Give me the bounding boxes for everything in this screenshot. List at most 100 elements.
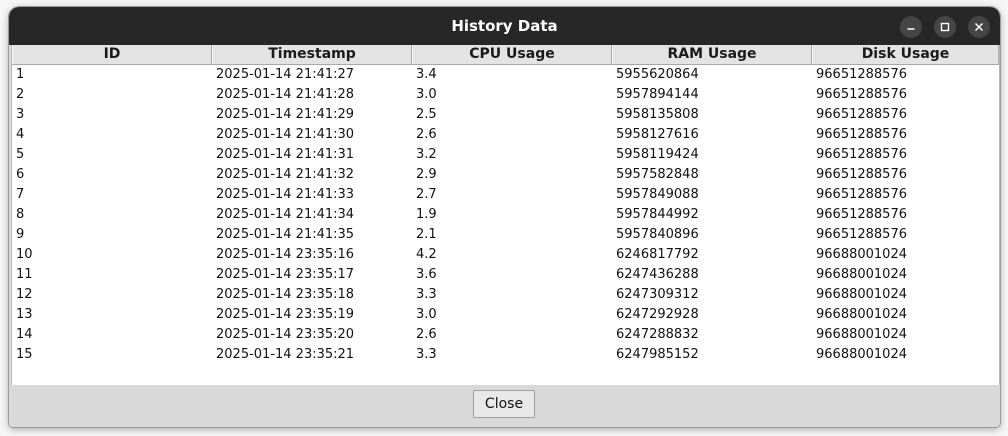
dialog-footer: Close [9,385,1000,427]
cell-ram-usage: 5958135808 [616,107,699,122]
column-header-ram-usage[interactable]: RAM Usage [612,45,812,64]
cell-id: 5 [16,147,25,162]
cell-timestamp: 2025-01-14 21:41:27 [216,67,355,82]
cell-ram-usage: 6247288832 [616,327,699,342]
cell-ram-usage: 5958127616 [616,127,699,142]
cell-disk-usage: 96651288576 [816,167,907,182]
cell-disk-usage: 96651288576 [816,147,907,162]
table-row[interactable]: 4 2025-01-14 21:41:30 2.6 5958127616 9665128… [12,125,999,145]
cell-ram-usage: 5955620864 [616,67,699,82]
cell-id: 14 [16,327,33,342]
cell-cpu-usage: 3.3 [416,287,437,302]
column-header-cpu-usage[interactable]: CPU Usage [412,45,612,64]
cell-timestamp: 2025-01-14 21:41:35 [216,227,355,242]
cell-id: 13 [16,307,33,322]
cell-timestamp: 2025-01-14 21:41:34 [216,207,355,222]
table-row[interactable]: 15 2025-01-14 23:35:21 3.3 6247985152 966880… [12,345,999,365]
table-row[interactable]: 13 2025-01-14 23:35:19 3.0 6247292928 966880… [12,305,999,325]
cell-cpu-usage: 3.3 [416,347,437,362]
cell-ram-usage: 5957840896 [616,227,699,242]
table-row[interactable]: 8 2025-01-14 21:41:34 1.9 5957844992 9665128… [12,205,999,225]
minimize-button[interactable] [900,16,922,38]
column-header-disk-usage[interactable]: Disk Usage [812,45,999,64]
cell-timestamp: 2025-01-14 23:35:20 [216,327,355,342]
cell-cpu-usage: 3.4 [416,67,437,82]
window-title: History Data [451,17,558,35]
table-row[interactable]: 14 2025-01-14 23:35:20 2.6 6247288832 966880… [12,325,999,345]
cell-disk-usage: 96688001024 [816,327,907,342]
cell-ram-usage: 6247436288 [616,267,699,282]
cell-timestamp: 2025-01-14 23:35:19 [216,307,355,322]
cell-disk-usage: 96651288576 [816,227,907,242]
cell-ram-usage: 6246817792 [616,247,699,262]
cell-cpu-usage: 2.7 [416,187,437,202]
cell-ram-usage: 6247309312 [616,287,699,302]
cell-disk-usage: 96688001024 [816,247,907,262]
table-row[interactable]: 9 2025-01-14 21:41:35 2.1 5957840896 9665128… [12,225,999,245]
column-header-timestamp[interactable]: Timestamp [212,45,412,64]
cell-timestamp: 2025-01-14 21:41:29 [216,107,355,122]
cell-ram-usage: 5958119424 [616,147,699,162]
cell-ram-usage: 5957844992 [616,207,699,222]
cell-id: 4 [16,127,25,142]
table-row[interactable]: 7 2025-01-14 21:41:33 2.7 5957849088 9665128… [12,185,999,205]
cell-disk-usage: 96651288576 [816,67,907,82]
maximize-button[interactable] [934,16,956,38]
cell-id: 10 [16,247,33,262]
cell-timestamp: 2025-01-14 21:41:30 [216,127,355,142]
table-row[interactable]: 10 2025-01-14 23:35:16 4.2 6246817792 966880… [12,245,999,265]
cell-disk-usage: 96651288576 [816,207,907,222]
cell-disk-usage: 96651288576 [816,187,907,202]
cell-ram-usage: 6247292928 [616,307,699,322]
table-row[interactable]: 5 2025-01-14 21:41:31 3.2 5958119424 9665128… [12,145,999,165]
table-row[interactable]: 2 2025-01-14 21:41:28 3.0 5957894144 9665128… [12,85,999,105]
cell-disk-usage: 96688001024 [816,347,907,362]
cell-disk-usage: 96651288576 [816,107,907,122]
cell-cpu-usage: 3.0 [416,307,437,322]
table-body: 1 2025-01-14 21:41:27 3.4 5955620864 9665128… [12,65,999,365]
cell-id: 8 [16,207,25,222]
cell-disk-usage: 96688001024 [816,267,907,282]
column-header-id[interactable]: ID [12,45,212,64]
cell-id: 1 [16,67,25,82]
cell-cpu-usage: 2.5 [416,107,437,122]
close-icon [974,22,984,32]
cell-ram-usage: 5957582848 [616,167,699,182]
titlebar[interactable]: History Data [9,7,1000,45]
cell-id: 7 [16,187,25,202]
history-data-window: History Data ID Timestamp CPU Usage RAM … [9,7,1000,427]
maximize-icon [940,22,950,32]
cell-cpu-usage: 3.0 [416,87,437,102]
cell-id: 12 [16,287,33,302]
cell-timestamp: 2025-01-14 23:35:18 [216,287,355,302]
cell-timestamp: 2025-01-14 21:41:33 [216,187,355,202]
table-row[interactable]: 1 2025-01-14 21:41:27 3.4 5955620864 9665128… [12,65,999,85]
close-window-button[interactable] [968,16,990,38]
cell-disk-usage: 96688001024 [816,307,907,322]
cell-cpu-usage: 2.6 [416,327,437,342]
cell-id: 11 [16,267,33,282]
history-table[interactable]: ID Timestamp CPU Usage RAM Usage Disk Us… [11,45,1000,385]
table-row[interactable]: 11 2025-01-14 23:35:17 3.6 6247436288 966880… [12,265,999,285]
cell-ram-usage: 5957849088 [616,187,699,202]
cell-cpu-usage: 4.2 [416,247,437,262]
table-row[interactable]: 6 2025-01-14 21:41:32 2.9 5957582848 9665128… [12,165,999,185]
cell-cpu-usage: 2.1 [416,227,437,242]
cell-disk-usage: 96688001024 [816,287,907,302]
cell-cpu-usage: 2.6 [416,127,437,142]
table-header: ID Timestamp CPU Usage RAM Usage Disk Us… [12,45,999,65]
cell-id: 2 [16,87,25,102]
cell-cpu-usage: 3.2 [416,147,437,162]
table-row[interactable]: 12 2025-01-14 23:35:18 3.3 6247309312 966880… [12,285,999,305]
close-button[interactable]: Close [473,390,535,418]
cell-timestamp: 2025-01-14 23:35:17 [216,267,355,282]
minimize-icon [907,28,915,30]
cell-id: 15 [16,347,33,362]
cell-cpu-usage: 2.9 [416,167,437,182]
cell-timestamp: 2025-01-14 21:41:31 [216,147,355,162]
cell-cpu-usage: 1.9 [416,207,437,222]
table-row[interactable]: 3 2025-01-14 21:41:29 2.5 5958135808 9665128… [12,105,999,125]
cell-id: 6 [16,167,25,182]
cell-ram-usage: 5957894144 [616,87,699,102]
cell-id: 9 [16,227,25,242]
